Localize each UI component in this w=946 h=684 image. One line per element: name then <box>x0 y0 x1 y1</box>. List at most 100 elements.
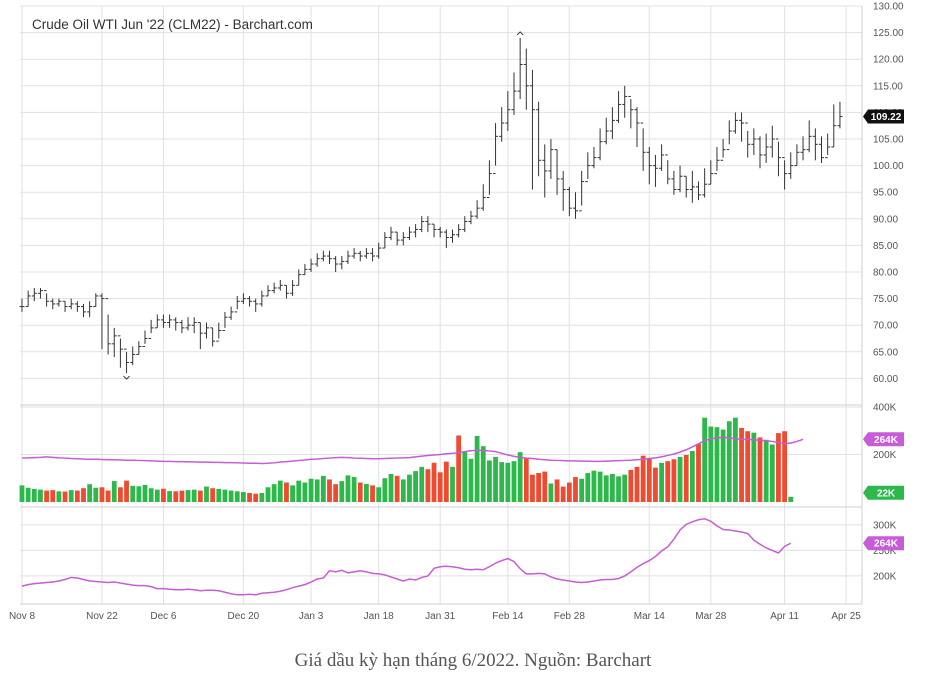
volume-bar <box>634 466 640 502</box>
x-tick-label: Nov 8 <box>9 611 36 622</box>
ohlc-bar <box>739 112 745 142</box>
ohlc-bar <box>499 107 505 142</box>
average-volume-line <box>21 517 792 596</box>
ohlc-bar <box>523 48 529 110</box>
ohlc-bar <box>320 250 326 262</box>
ohlc-bar <box>308 258 314 272</box>
volume-bar <box>345 475 351 502</box>
volume-bar <box>296 480 302 502</box>
ohlc-bar <box>179 319 185 334</box>
ohlc-bar <box>708 160 714 185</box>
volume-bar <box>487 460 492 502</box>
ohlc-bar <box>216 322 222 342</box>
price-tick-label: 65.00 <box>873 347 898 358</box>
ohlc-bar <box>450 229 455 243</box>
ohlc-bar <box>93 293 99 308</box>
price-tick-label: 95.00 <box>873 188 898 199</box>
average-volume-badge-text: 264K <box>874 539 899 550</box>
volume-bar <box>99 487 105 502</box>
ohlc-bar <box>806 120 812 153</box>
volume-bar <box>560 486 566 502</box>
volume-bar <box>689 450 695 502</box>
volume-bar <box>665 461 671 502</box>
ohlc-bar <box>210 327 216 347</box>
volume-bar <box>757 437 763 502</box>
ohlc-bar <box>357 250 363 262</box>
ohlc-bar <box>87 301 93 318</box>
ohlc-bar <box>819 136 824 163</box>
ohlc-bar <box>505 91 511 132</box>
x-tick-label: Jan 31 <box>425 611 455 622</box>
volume-bar <box>499 462 505 502</box>
price-tick-label: 85.00 <box>873 241 898 252</box>
x-tick-label: Mar 28 <box>695 611 727 622</box>
volume-bar <box>376 487 382 502</box>
volume-bar <box>505 462 511 502</box>
ohlc-bar <box>394 231 400 246</box>
volume-bar <box>118 487 123 502</box>
volume-bar <box>87 484 93 502</box>
volume-average-badge-shape <box>863 432 904 447</box>
volume-bar <box>450 466 455 502</box>
volume-bar <box>154 489 160 502</box>
ohlc-bar <box>406 226 412 241</box>
volume-bar <box>204 486 209 502</box>
volume-bar <box>68 490 74 502</box>
volume-bar <box>302 482 308 502</box>
price-tick-label: 105.00 <box>873 135 904 146</box>
ohlc-bar <box>566 186 572 217</box>
ohlc-bar <box>517 37 523 100</box>
ohlc-bar <box>542 144 548 198</box>
volume-bar <box>105 490 111 502</box>
ohlc-bar <box>99 293 105 350</box>
volume-bar <box>265 487 271 502</box>
price-tick-label: 90.00 <box>873 214 898 225</box>
ohlc-bar <box>628 95 634 129</box>
ohlc-bar <box>800 136 806 161</box>
ohlc-bar <box>111 327 117 358</box>
ohlc-bar <box>105 298 111 355</box>
volume-bar <box>702 417 708 502</box>
ohlc-bar <box>31 287 37 302</box>
volume-bar <box>474 435 480 502</box>
ohlc-bar <box>671 170 677 195</box>
price-tick-label: 60.00 <box>873 374 898 385</box>
ohlc-bar <box>665 154 671 185</box>
volume-bar <box>419 466 425 502</box>
volume-bar <box>708 426 714 502</box>
volume-bar <box>523 458 529 502</box>
volume-bar <box>148 488 154 502</box>
volume-bar <box>573 477 578 502</box>
ohlc-bar <box>185 317 191 331</box>
volume-bar <box>782 431 787 502</box>
volume-bar <box>62 491 68 502</box>
volume-bar <box>591 470 597 502</box>
volume-bar <box>456 435 462 502</box>
ohlc-bar <box>148 319 154 339</box>
ohlc-bar <box>327 250 332 265</box>
ohlc-bar <box>437 226 443 238</box>
volume-bar <box>659 462 664 502</box>
volume-bar <box>407 474 412 502</box>
volume-bar <box>320 475 326 502</box>
volume-bar <box>696 443 701 502</box>
ohlc-bar <box>413 224 419 238</box>
ohlc-bar <box>124 348 130 374</box>
volume-bar <box>222 489 228 502</box>
last-volume-badge-text: 22K <box>877 488 896 499</box>
ohlc-bar <box>240 293 246 304</box>
ohlc-bar <box>585 152 591 183</box>
price-ohlc-series <box>19 31 843 380</box>
volume-bar <box>173 491 179 502</box>
ohlc-bar <box>37 287 43 299</box>
ohlc-bar <box>493 123 499 175</box>
volume-bar <box>364 483 369 502</box>
average-volume-badge-shape <box>863 536 904 551</box>
ohlc-bar <box>720 139 726 161</box>
volume-bar <box>677 456 683 502</box>
ohlc-bar <box>825 133 831 159</box>
volume-bar <box>382 478 388 502</box>
ohlc-bar <box>591 146 597 169</box>
ohlc-bar <box>142 330 148 347</box>
ohlc-bar <box>659 144 665 171</box>
